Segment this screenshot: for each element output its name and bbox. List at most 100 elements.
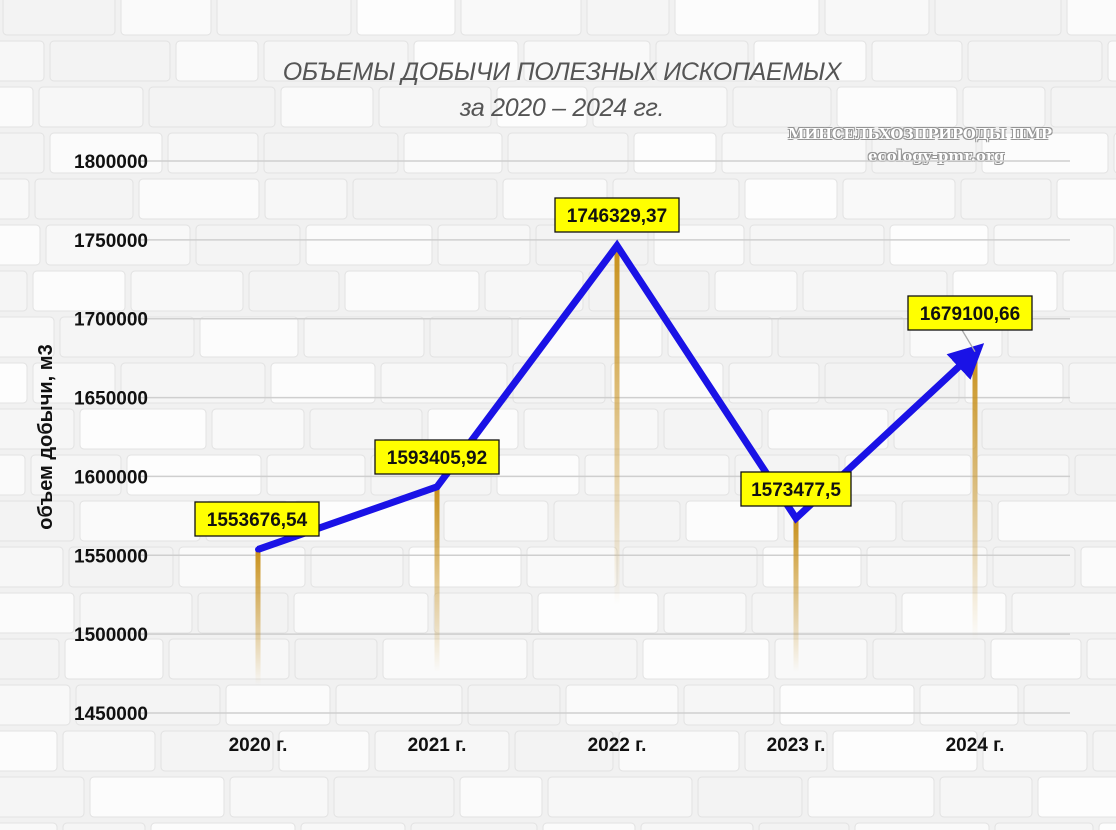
brick bbox=[49, 40, 171, 82]
brick bbox=[79, 592, 193, 634]
brick bbox=[934, 0, 1062, 36]
data-label-box bbox=[740, 471, 852, 507]
brick bbox=[0, 592, 75, 634]
brick bbox=[872, 638, 986, 680]
brick bbox=[344, 270, 480, 312]
brick bbox=[1062, 270, 1116, 312]
brick bbox=[542, 822, 636, 830]
x-tick-label: 2022 г. bbox=[588, 735, 647, 756]
brick bbox=[507, 132, 629, 174]
brick bbox=[592, 86, 728, 128]
y-tick-label: 1500000 bbox=[74, 625, 148, 646]
y-tick-label: 1800000 bbox=[74, 152, 148, 173]
brick bbox=[459, 776, 543, 818]
brick bbox=[150, 822, 296, 830]
brick bbox=[807, 776, 935, 818]
brick bbox=[667, 316, 773, 358]
brick bbox=[130, 270, 244, 312]
drop-line bbox=[614, 245, 620, 606]
brick bbox=[994, 822, 1094, 830]
brick bbox=[293, 592, 429, 634]
brick bbox=[310, 546, 404, 588]
brick bbox=[270, 362, 376, 404]
brick bbox=[263, 132, 399, 174]
brick bbox=[0, 270, 28, 312]
y-tick-label: 1650000 bbox=[74, 389, 148, 410]
y-tick-label: 1550000 bbox=[74, 546, 148, 567]
brick bbox=[753, 40, 867, 82]
brick bbox=[836, 86, 958, 128]
brick bbox=[126, 454, 262, 496]
data-label-box bbox=[194, 501, 320, 537]
data-point bbox=[255, 546, 261, 553]
brick bbox=[1056, 178, 1116, 220]
brick bbox=[199, 316, 299, 358]
brick bbox=[49, 132, 163, 174]
brick bbox=[467, 684, 561, 726]
brick bbox=[1007, 316, 1116, 358]
brick bbox=[30, 454, 122, 496]
brick bbox=[443, 500, 549, 542]
brick bbox=[248, 270, 340, 312]
brick bbox=[120, 0, 212, 36]
brick bbox=[280, 86, 374, 128]
brick bbox=[1023, 684, 1116, 726]
brick bbox=[0, 132, 45, 174]
brick bbox=[547, 776, 693, 818]
brick bbox=[997, 500, 1116, 542]
brick bbox=[537, 592, 659, 634]
brick bbox=[496, 86, 588, 128]
brick bbox=[663, 592, 747, 634]
brick bbox=[2, 0, 116, 36]
brick bbox=[0, 546, 64, 588]
label-leader-line bbox=[961, 329, 976, 353]
brick bbox=[919, 684, 1019, 726]
brick bbox=[964, 362, 1064, 404]
brick bbox=[960, 178, 1052, 220]
brick bbox=[674, 0, 820, 36]
brick bbox=[0, 730, 58, 772]
brick bbox=[749, 224, 885, 266]
brick bbox=[0, 362, 28, 404]
brick bbox=[732, 86, 832, 128]
brick bbox=[0, 40, 45, 82]
brick bbox=[34, 178, 134, 220]
brick bbox=[1037, 776, 1116, 818]
drop-line bbox=[434, 486, 440, 672]
brick bbox=[378, 86, 492, 128]
brick bbox=[1066, 0, 1116, 36]
brick bbox=[0, 822, 58, 830]
brick bbox=[0, 638, 60, 680]
brick bbox=[714, 270, 798, 312]
brick bbox=[939, 776, 1033, 818]
brick bbox=[1107, 40, 1116, 82]
brick bbox=[413, 40, 519, 82]
brick bbox=[160, 730, 274, 772]
brick bbox=[779, 684, 915, 726]
brick bbox=[622, 546, 758, 588]
brick bbox=[981, 408, 1116, 450]
drop-line bbox=[972, 351, 978, 640]
brick bbox=[264, 178, 348, 220]
brick bbox=[120, 362, 266, 404]
brick bbox=[32, 362, 116, 404]
brick bbox=[303, 316, 425, 358]
brick bbox=[992, 546, 1076, 588]
brick bbox=[655, 40, 749, 82]
brick bbox=[64, 638, 164, 680]
brick bbox=[68, 546, 174, 588]
brick bbox=[685, 500, 779, 542]
brick bbox=[721, 132, 867, 174]
brick bbox=[38, 86, 144, 128]
brick bbox=[496, 454, 580, 496]
brick bbox=[842, 178, 956, 220]
brick bbox=[762, 546, 862, 588]
brick bbox=[744, 730, 828, 772]
data-point bbox=[434, 483, 440, 490]
brick bbox=[523, 408, 659, 450]
brick bbox=[523, 40, 651, 82]
data-label: 1573477,5 bbox=[751, 480, 841, 501]
y-tick-label: 1600000 bbox=[74, 467, 148, 488]
brick bbox=[565, 684, 679, 726]
brick bbox=[1092, 730, 1116, 772]
